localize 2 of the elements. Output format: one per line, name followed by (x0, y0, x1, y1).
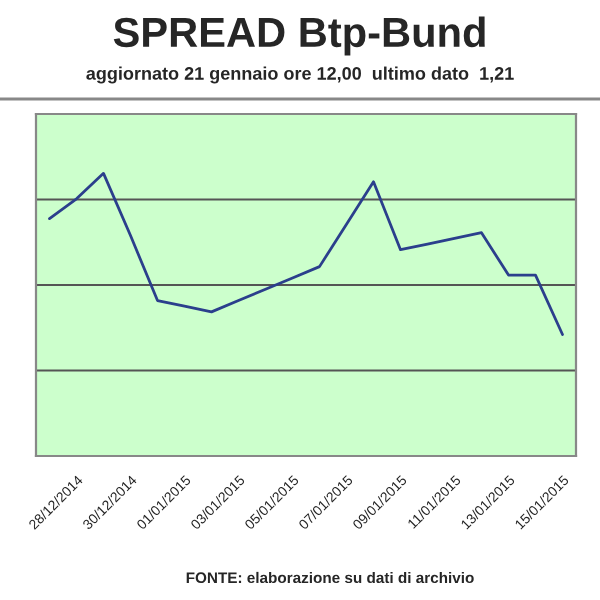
chart-title: SPREAD Btp-Bund (113, 16, 485, 56)
chart-subtitle: aggiornato 21 gennaio ore 12,00 ultimo dato 1,21 (86, 66, 514, 84)
